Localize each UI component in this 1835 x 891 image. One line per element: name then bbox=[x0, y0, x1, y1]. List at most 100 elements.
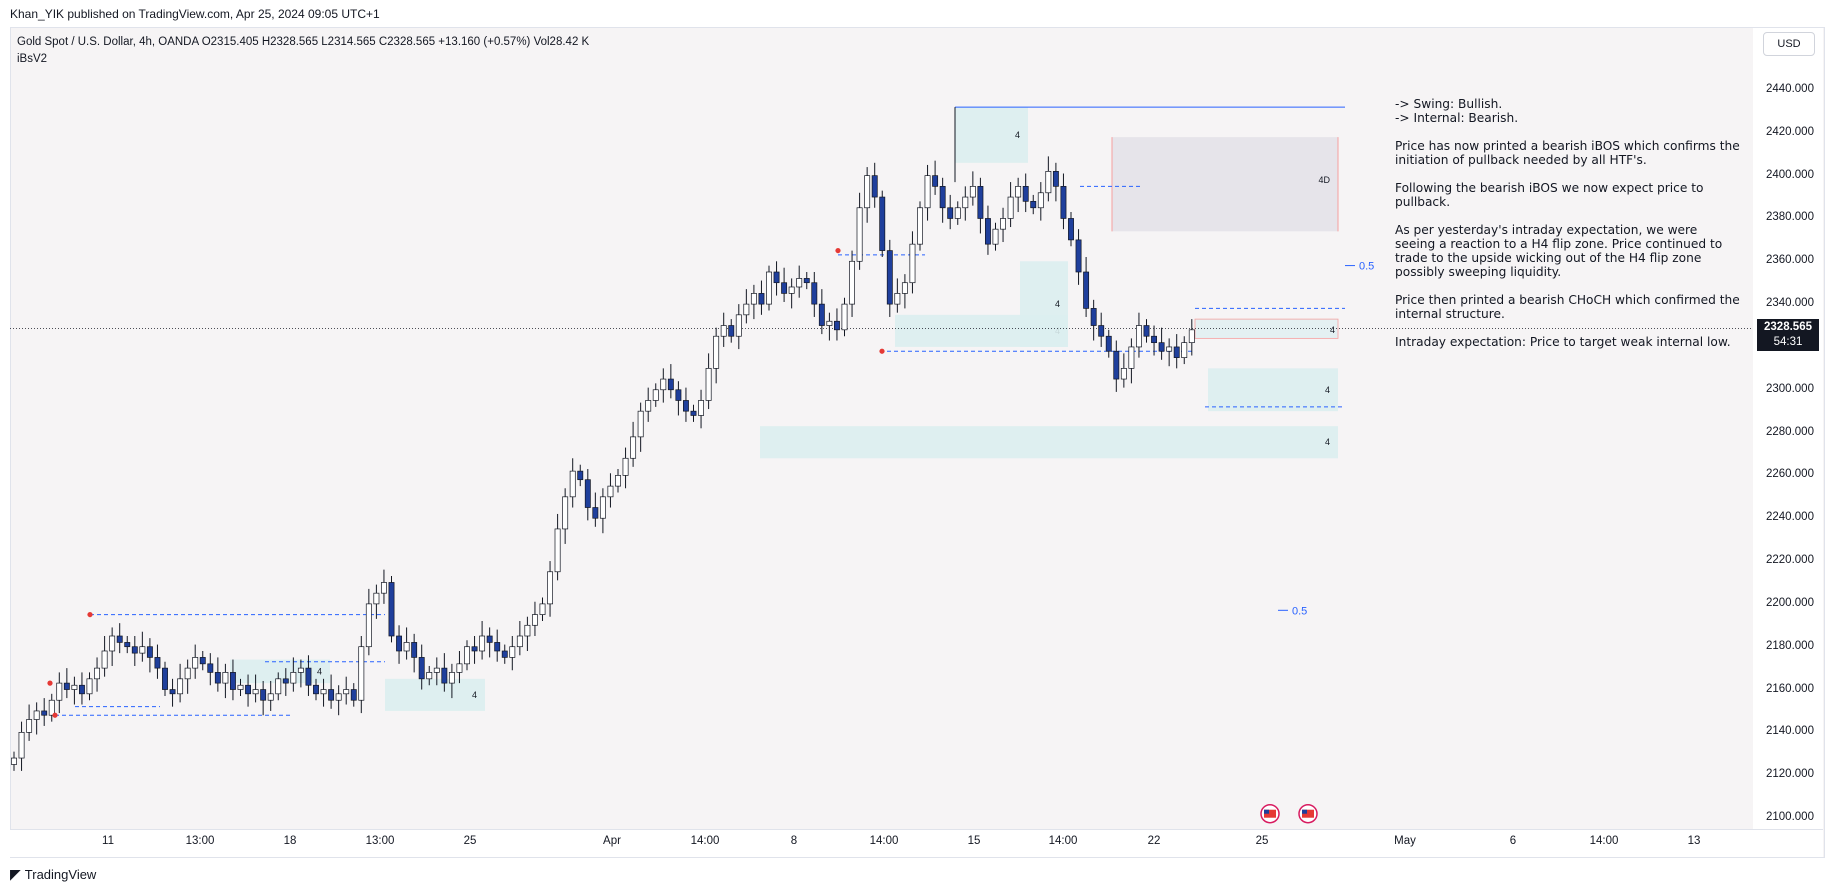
time-tick-label: 14:00 bbox=[1589, 835, 1619, 847]
candle-body bbox=[675, 389, 682, 401]
time-tick-label: 14:00 bbox=[1048, 835, 1078, 847]
order-block-zone bbox=[955, 107, 1028, 163]
candle-body bbox=[577, 470, 584, 481]
candle-body bbox=[282, 678, 289, 684]
candle-body bbox=[909, 243, 916, 284]
time-tick-label: Apr bbox=[603, 835, 621, 847]
candle-body bbox=[48, 699, 55, 716]
candle-body bbox=[818, 303, 825, 326]
note-choch: Price then printed a bearish CHoCH which… bbox=[1395, 293, 1740, 321]
candle-body bbox=[622, 457, 629, 476]
time-tick-label: 25 bbox=[463, 835, 477, 847]
candle-body bbox=[214, 672, 221, 684]
candle-body bbox=[569, 470, 576, 498]
tradingview-logo[interactable]: ◤ TradingView bbox=[10, 866, 96, 883]
candle-body bbox=[260, 689, 267, 701]
price-tick-label: 2400.000 bbox=[1766, 168, 1814, 181]
candle-body bbox=[448, 672, 455, 684]
candle-body bbox=[350, 689, 357, 701]
candle-body bbox=[313, 684, 319, 695]
candle-body bbox=[86, 678, 93, 695]
candle-body bbox=[667, 378, 674, 391]
time-tick-label: 15 bbox=[967, 835, 981, 847]
price-tick-label: 2440.000 bbox=[1766, 83, 1814, 95]
candle-body bbox=[901, 282, 908, 294]
order-block-zone bbox=[760, 426, 1338, 459]
candle-body bbox=[1090, 308, 1097, 326]
candle-body bbox=[131, 646, 138, 654]
tradingview-logo-icon: ◤ bbox=[10, 866, 21, 882]
candle-body bbox=[139, 646, 146, 654]
price-tick-label: 2220.000 bbox=[1766, 554, 1814, 567]
candle-body bbox=[290, 672, 297, 684]
candle-body bbox=[841, 303, 848, 331]
candle-body bbox=[562, 496, 569, 530]
candle-body bbox=[109, 635, 116, 652]
candle-body bbox=[1075, 239, 1082, 273]
price-tick-label: 2260.000 bbox=[1766, 468, 1814, 481]
candle-body bbox=[788, 286, 795, 294]
candle-body bbox=[539, 603, 546, 615]
candle-body bbox=[1135, 325, 1142, 348]
candle-body bbox=[207, 663, 214, 673]
note-intraday: Intraday expectation: Price to target we… bbox=[1395, 335, 1731, 349]
candle-body bbox=[1128, 346, 1135, 369]
candle-body bbox=[796, 278, 803, 288]
time-tick-label: 22 bbox=[1147, 835, 1161, 847]
swing-point bbox=[52, 712, 58, 718]
candle-body bbox=[698, 400, 705, 416]
candle-body bbox=[388, 582, 395, 637]
currency-button[interactable]: USD bbox=[1763, 32, 1815, 56]
note-pullback: Following the bearish iBOS we now expect… bbox=[1395, 181, 1704, 209]
zone-label: 4 bbox=[1015, 130, 1020, 140]
candle-body bbox=[584, 479, 591, 508]
candle-body bbox=[1113, 350, 1120, 380]
candle-body bbox=[1052, 171, 1059, 187]
candle-body bbox=[962, 196, 969, 209]
candle-body bbox=[1181, 342, 1188, 358]
candle-body bbox=[78, 684, 85, 695]
symbol-legend[interactable]: Gold Spot / U.S. Dollar, 4h, OANDA O2315… bbox=[17, 36, 590, 48]
swing-point bbox=[879, 348, 885, 354]
price-tick-label: 2160.000 bbox=[1766, 682, 1814, 695]
candle-body bbox=[456, 663, 463, 673]
candle-body bbox=[41, 710, 48, 716]
candle-body bbox=[516, 635, 523, 648]
price-axis[interactable] bbox=[1753, 28, 1823, 838]
last-price-label: 2328.565 54:31 bbox=[1757, 319, 1819, 351]
price-tick-label: 2340.000 bbox=[1766, 297, 1814, 310]
candle-body bbox=[1158, 342, 1165, 352]
candle-body bbox=[305, 667, 312, 686]
candle-body bbox=[237, 684, 244, 690]
candle-body bbox=[871, 175, 878, 198]
candle-body bbox=[773, 271, 780, 284]
candle-body bbox=[1188, 329, 1195, 344]
candle-body bbox=[1015, 186, 1022, 198]
candle-body bbox=[1143, 325, 1150, 337]
time-axis[interactable] bbox=[10, 829, 1823, 857]
candle-body bbox=[396, 635, 403, 652]
time-tick-label: May bbox=[1394, 835, 1416, 847]
fib-label: 0.5 bbox=[1359, 261, 1374, 273]
candle-body bbox=[630, 436, 637, 459]
order-block-zone bbox=[385, 678, 485, 711]
candle-body bbox=[743, 303, 750, 316]
price-tick-label: 2420.000 bbox=[1766, 125, 1814, 138]
swing-point bbox=[87, 611, 93, 618]
price-tick-label: 2300.000 bbox=[1766, 382, 1814, 395]
time-tick-label: 13:00 bbox=[365, 835, 395, 847]
price-tick-label: 2280.000 bbox=[1766, 425, 1814, 438]
candle-body bbox=[1151, 335, 1157, 344]
order-block-zone bbox=[1208, 368, 1338, 412]
candle-body bbox=[501, 650, 508, 658]
candle-body bbox=[856, 207, 863, 262]
candle-body bbox=[177, 678, 184, 695]
candle-body bbox=[222, 672, 229, 684]
candle-body bbox=[652, 389, 659, 401]
time-tick-label: 13 bbox=[1687, 835, 1701, 847]
candle-body bbox=[984, 218, 991, 245]
candle-body bbox=[599, 496, 606, 519]
indicator-legend[interactable]: iBsV2 bbox=[17, 53, 48, 65]
candle-body bbox=[1045, 171, 1052, 194]
